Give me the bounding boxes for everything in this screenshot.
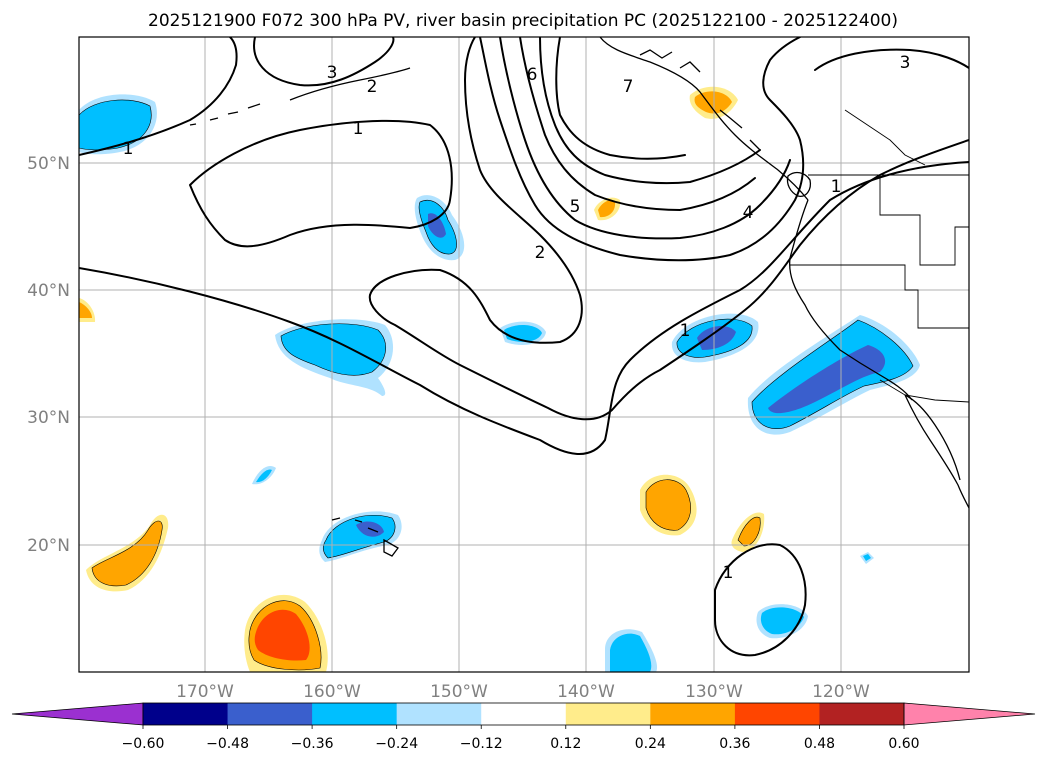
precip-blob-negative bbox=[747, 315, 920, 435]
colorbar-tick-label: 0.60 bbox=[888, 736, 919, 752]
contour-label: 6 bbox=[527, 65, 538, 85]
precip-blob-negative bbox=[275, 319, 394, 396]
contour-label: 3 bbox=[900, 53, 911, 73]
contour-label: 1 bbox=[831, 177, 842, 197]
colorbar-bin bbox=[396, 703, 482, 725]
contour-label: 2 bbox=[535, 243, 546, 263]
colorbar-bin bbox=[227, 703, 313, 725]
lon-label: 140°W bbox=[557, 682, 615, 702]
colorbar-bin bbox=[565, 703, 651, 725]
lon-label: 150°W bbox=[430, 682, 488, 702]
lat-label: 50°N bbox=[27, 154, 70, 174]
colorbar-bin bbox=[734, 703, 820, 725]
precip-blob-negative bbox=[671, 313, 759, 363]
colorbar-tick-label: −0.24 bbox=[375, 736, 418, 752]
precip-blob-positive bbox=[86, 514, 169, 592]
contour-label: 4 bbox=[743, 203, 754, 223]
colorbar-tick-label: −0.12 bbox=[460, 736, 503, 752]
coastlines bbox=[189, 37, 969, 557]
contour-label: 1 bbox=[680, 321, 691, 341]
precip-blob-negative bbox=[860, 552, 874, 564]
colorbar-bins bbox=[143, 703, 905, 725]
contour-label: 5 bbox=[570, 197, 581, 217]
precip-blob-positive bbox=[731, 512, 765, 552]
colorbar-ticks: −0.60 −0.48 −0.36 −0.24 −0.12 0.12 0.24 0.36 0.4… bbox=[122, 725, 920, 752]
pv-contour-labels: 1 1 1 1 1 2 2 3 3 4 5 6 7 bbox=[123, 53, 911, 583]
colorbar-tick-label: 0.48 bbox=[804, 736, 835, 752]
colorbar-under-extension bbox=[11, 702, 144, 726]
colorbar-over-extension bbox=[903, 702, 1036, 726]
precip-blob-negative bbox=[605, 629, 658, 672]
colorbar-bin bbox=[650, 703, 736, 725]
contour-label: 1 bbox=[353, 119, 364, 139]
precipitation-shading bbox=[79, 86, 920, 672]
colorbar-outline bbox=[142, 702, 905, 726]
lon-label: 120°W bbox=[812, 682, 870, 702]
map-frame bbox=[78, 36, 970, 673]
colorbar: −0.60 −0.48 −0.36 −0.24 −0.12 0.12 0.24 0.36 0.4… bbox=[11, 702, 1036, 752]
precip-blob-negative bbox=[414, 195, 465, 261]
lon-label: 130°W bbox=[685, 682, 743, 702]
contour-label: 3 bbox=[327, 63, 338, 83]
figure-title: 2025121900 F072 300 hPa PV, river basin … bbox=[148, 11, 898, 31]
colorbar-tick-label: −0.60 bbox=[122, 736, 165, 752]
colorbar-tick-label: 0.24 bbox=[635, 736, 666, 752]
precip-blob-positive bbox=[640, 474, 697, 536]
precip-blob-negative bbox=[252, 465, 276, 485]
contour-label: 1 bbox=[123, 139, 134, 159]
lat-label: 40°N bbox=[27, 281, 70, 301]
graticule bbox=[79, 37, 969, 672]
colorbar-tick-label: 0.12 bbox=[550, 736, 581, 752]
colorbar-tick-label: 0.36 bbox=[719, 736, 750, 752]
colorbar-bin bbox=[312, 703, 398, 725]
colorbar-bin bbox=[143, 703, 229, 725]
colorbar-bin bbox=[819, 703, 905, 725]
colorbar-tick-label: −0.48 bbox=[206, 736, 249, 752]
contour-label: 7 bbox=[623, 77, 634, 97]
map-content: 1 1 1 1 1 2 2 3 3 4 5 6 7 bbox=[79, 37, 969, 672]
lat-label: 20°N bbox=[27, 536, 70, 556]
precip-blob-positive bbox=[79, 298, 96, 322]
contour-label: 1 bbox=[723, 563, 734, 583]
colorbar-bin bbox=[481, 703, 567, 725]
pv-contours bbox=[79, 37, 969, 657]
latitude-labels: 50°N 40°N 30°N 20°N bbox=[27, 154, 70, 556]
precip-blob-positive bbox=[244, 594, 328, 672]
contour-label: 2 bbox=[367, 77, 378, 97]
lon-label: 160°W bbox=[303, 682, 361, 702]
lon-label: 170°W bbox=[176, 682, 234, 702]
longitude-labels: 170°W 160°W 150°W 140°W 130°W 120°W bbox=[176, 682, 870, 702]
colorbar-tick-label: −0.36 bbox=[291, 736, 334, 752]
precip-blob-positive bbox=[594, 197, 621, 221]
lat-label: 30°N bbox=[27, 408, 70, 428]
